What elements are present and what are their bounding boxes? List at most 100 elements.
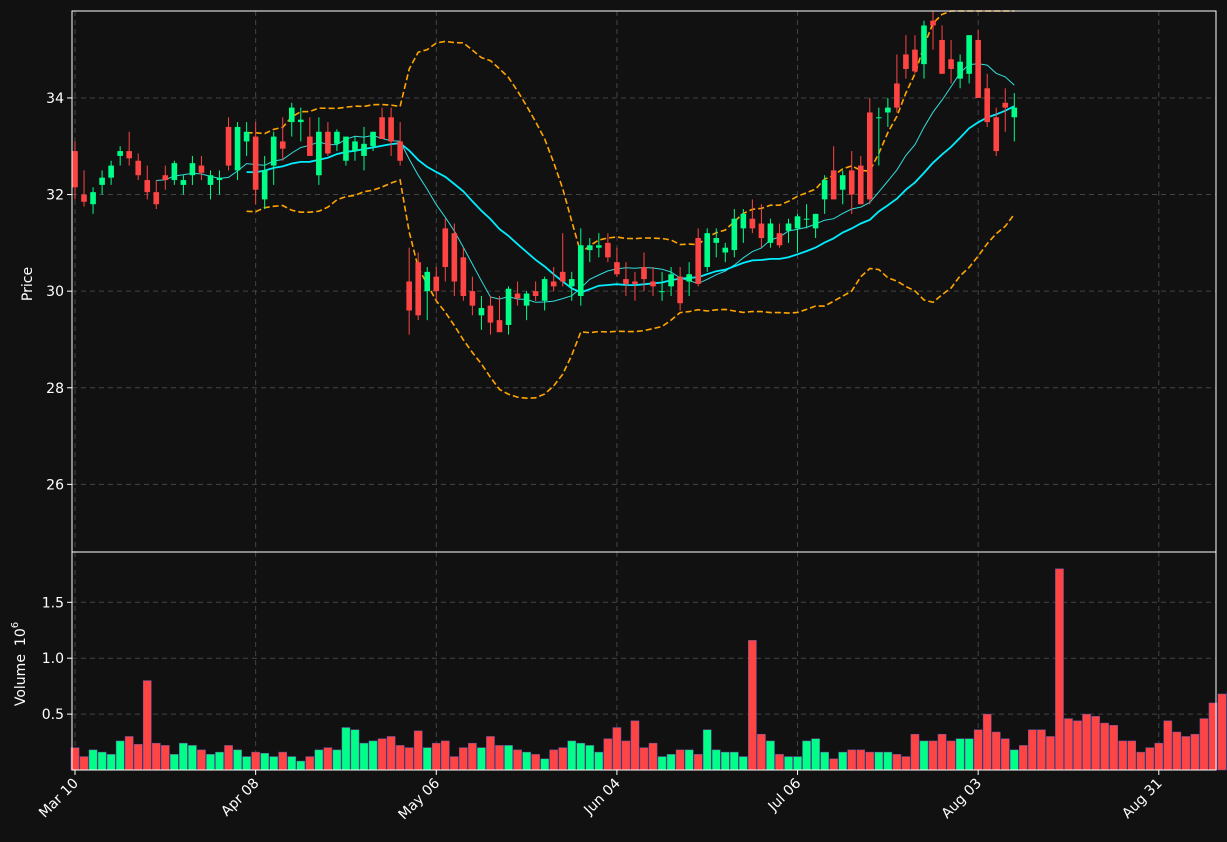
- candle-body: [821, 180, 828, 200]
- volume-bar: [1172, 731, 1182, 771]
- volume-bar: [133, 744, 143, 771]
- candle: [316, 117, 322, 185]
- candle-body: [731, 218, 738, 251]
- candle-body: [993, 117, 1000, 152]
- candle-body: [758, 223, 765, 239]
- volume-bar: [1082, 713, 1091, 771]
- volume-bar: [260, 752, 269, 771]
- candle-body: [605, 242, 611, 258]
- candle-body: [225, 126, 232, 166]
- candle-body: [568, 279, 575, 287]
- candle-body: [388, 117, 394, 142]
- candle-body: [207, 175, 214, 185]
- candle: [894, 54, 900, 113]
- candle-body: [1002, 102, 1009, 108]
- volume-bar: [323, 747, 333, 771]
- candle-body: [397, 141, 403, 161]
- candle: [189, 155, 196, 185]
- candle-body: [848, 170, 855, 195]
- candle-body: [352, 141, 358, 152]
- upper-band-line: [246, 10, 1015, 255]
- candle-body: [912, 49, 918, 72]
- volume-bar: [802, 740, 811, 771]
- volume-bar: [964, 738, 974, 771]
- candle-body: [316, 131, 322, 176]
- candle: [451, 223, 458, 296]
- volume-bar: [793, 756, 802, 771]
- volume-bar: [657, 756, 667, 771]
- candle: [198, 155, 205, 181]
- candle: [975, 30, 981, 98]
- volume-bar: [332, 749, 342, 771]
- candle: [243, 122, 250, 156]
- candle: [261, 155, 268, 210]
- price-bands: [246, 10, 1015, 400]
- candle-body: [695, 238, 701, 284]
- volume-bar: [811, 738, 820, 771]
- volume-bar: [1019, 745, 1028, 771]
- volume-bar: [892, 754, 902, 771]
- candle: [876, 107, 882, 166]
- volume-bar: [1037, 729, 1046, 771]
- volume-bar: [639, 747, 649, 771]
- candle: [144, 165, 151, 200]
- candle-body: [343, 136, 349, 161]
- candle-body: [948, 59, 954, 69]
- candle: [596, 233, 602, 258]
- volume-bar: [359, 742, 369, 771]
- volume-bar: [450, 756, 459, 771]
- candle-body: [550, 281, 557, 287]
- candle-body: [469, 291, 476, 306]
- candle: [325, 122, 331, 156]
- candle-body: [370, 131, 376, 147]
- volume-bar: [621, 740, 631, 771]
- volume-tick-label: 0.5: [42, 707, 64, 723]
- volume-bar: [1091, 716, 1100, 771]
- volume-bar: [1217, 693, 1227, 771]
- candle-body: [740, 213, 747, 229]
- volume-tick-label: 1.0: [42, 651, 64, 667]
- candle: [478, 295, 485, 330]
- volume-bar: [1046, 736, 1055, 771]
- candle: [397, 122, 403, 166]
- candle-body: [252, 136, 259, 190]
- candle-body: [812, 213, 819, 229]
- candle-body: [406, 281, 412, 311]
- volume-bar: [1055, 568, 1064, 771]
- candle-body: [559, 271, 566, 282]
- candle-body: [505, 288, 512, 325]
- candle-body: [415, 262, 422, 316]
- moving-averages: [156, 63, 1015, 303]
- volume-bar: [1109, 725, 1118, 771]
- candle: [939, 25, 945, 74]
- volume-bar: [1181, 736, 1191, 771]
- volume-bar: [142, 680, 152, 771]
- volume-bar: [124, 736, 134, 771]
- candle: [252, 122, 259, 205]
- candle-body: [541, 279, 548, 301]
- candle-body: [876, 117, 882, 119]
- candle-body: [144, 180, 151, 193]
- candle: [135, 153, 142, 181]
- candle: [695, 228, 701, 287]
- candle-body: [577, 245, 584, 296]
- candle-body: [424, 271, 431, 292]
- volume-bar: [711, 749, 721, 771]
- candle: [460, 247, 467, 301]
- candle: [984, 73, 991, 127]
- volume-bar: [973, 729, 983, 771]
- volume-bar: [585, 745, 595, 771]
- candle-body: [189, 163, 196, 176]
- price-tick-label: 34: [46, 91, 64, 107]
- volume-bar: [495, 745, 504, 771]
- volume-bar: [440, 740, 450, 771]
- volume-bar: [739, 756, 748, 771]
- volume-bar: [748, 640, 757, 771]
- candle: [415, 252, 422, 321]
- candle: [505, 286, 512, 335]
- candle: [623, 262, 629, 296]
- fast-moving-average-line: [156, 63, 1015, 303]
- volume-bar: [982, 713, 992, 771]
- volume-bar: [413, 730, 423, 771]
- volume-bar: [314, 749, 324, 771]
